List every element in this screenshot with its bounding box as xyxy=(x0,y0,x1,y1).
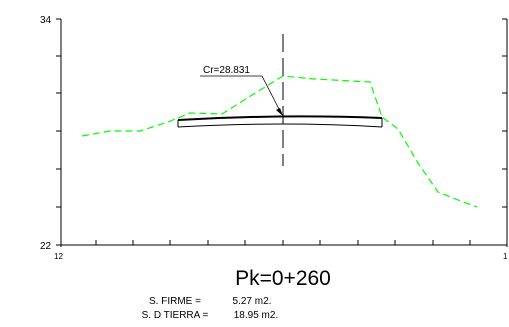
station-label: Pk=0+260 xyxy=(235,267,331,290)
x-axis-left-label: 12 xyxy=(54,252,63,261)
road-section xyxy=(177,115,383,128)
y-axis-right xyxy=(502,18,508,247)
area-tierra-label: S. D TIERRA = xyxy=(142,310,209,321)
area-summary: S. FIRME = 5.27 m2. S. D TIERRA = 18.95 … xyxy=(142,296,279,321)
area-firme-value: 5.27 m2. xyxy=(233,296,272,307)
y-axis-bottom-label: 22 xyxy=(40,241,52,252)
area-firme-label: S. FIRME = xyxy=(149,296,201,307)
cr-annotation: Cr=28.831 xyxy=(200,65,283,116)
terrain-profile xyxy=(81,75,478,208)
cr-label: Cr=28.831 xyxy=(203,65,250,76)
x-axis xyxy=(61,240,507,246)
area-tierra-value: 18.95 m2. xyxy=(234,310,278,321)
x-axis-right-label: 1 xyxy=(503,252,508,261)
y-axis-top-label: 34 xyxy=(40,15,52,26)
y-axis xyxy=(56,18,62,247)
